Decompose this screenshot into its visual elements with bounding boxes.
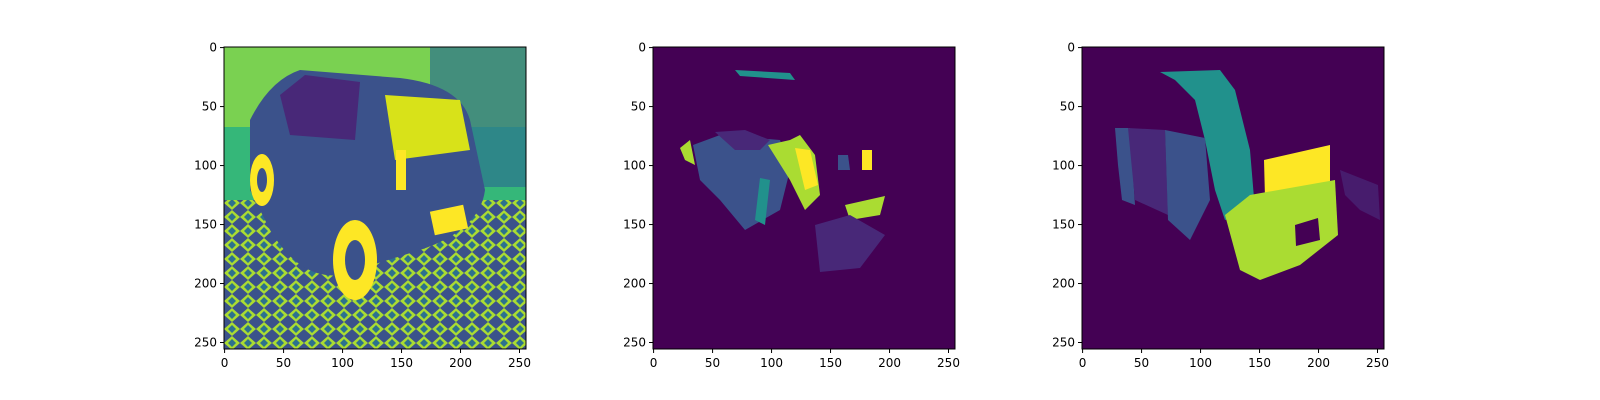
mask-region-lime-edge	[680, 140, 695, 165]
y-tick-label: 150	[1052, 218, 1075, 232]
y-tick-label: 250	[1052, 336, 1075, 350]
image-rear-window	[385, 95, 470, 160]
y-tick-label: 250	[194, 336, 217, 350]
x-tick-label: 250	[1366, 356, 1389, 370]
x-tick-label: 100	[760, 356, 783, 370]
x-tick-label: 0	[1079, 356, 1087, 370]
y-tick-label: 250	[623, 336, 646, 350]
x-tick-label: 150	[390, 356, 413, 370]
y-tick-label: 200	[194, 277, 217, 291]
x-tick-label: 150	[1248, 356, 1271, 370]
y-tick-label: 150	[194, 218, 217, 232]
mask-region-plate-hole	[1295, 218, 1320, 246]
ticks-1: 0 50 100 150 200 250 0 50 100 150 200 250	[194, 41, 531, 370]
x-tick-label: 0	[221, 356, 229, 370]
image-tail-light	[396, 150, 406, 190]
y-tick-label: 50	[631, 100, 646, 114]
y-tick-label: 100	[194, 159, 217, 173]
ticks-2: 0 50 100 150 200 250 0 50 100 150 200 250	[623, 41, 960, 370]
y-tick-label: 200	[1052, 277, 1075, 291]
x-tick-label: 150	[819, 356, 842, 370]
mask-region-teal-top	[735, 70, 795, 80]
mask-region-blue-door	[1165, 130, 1210, 240]
y-tick-label: 0	[638, 41, 646, 55]
x-tick-label: 100	[331, 356, 354, 370]
mask-region-purple-bottom	[815, 215, 885, 272]
y-tick-label: 50	[1060, 100, 1075, 114]
mask-prediction	[653, 47, 955, 349]
y-tick-label: 100	[623, 159, 646, 173]
x-tick-label: 50	[276, 356, 291, 370]
axes-frame-3	[1081, 46, 1385, 350]
mask-region-purple-door	[1128, 128, 1168, 215]
image-car-window	[280, 75, 360, 140]
panel-ground-truth: 0 50 100 150 200 250 0 50 100 150 200 250	[1052, 41, 1389, 370]
x-tick-label: 250	[937, 356, 960, 370]
x-tick-label: 50	[705, 356, 720, 370]
y-tick-label: 0	[209, 41, 217, 55]
axes-frame-1	[223, 46, 527, 350]
x-tick-label: 200	[1307, 356, 1330, 370]
panel-prediction: 0 50 100 150 200 250 0 50 100 150 200 250	[623, 41, 960, 370]
x-tick-label: 0	[650, 356, 658, 370]
x-tick-label: 200	[878, 356, 901, 370]
mask-ground-truth	[1082, 47, 1384, 349]
y-tick-label: 0	[1067, 41, 1075, 55]
y-tick-label: 200	[623, 277, 646, 291]
x-tick-label: 100	[1189, 356, 1212, 370]
mask-region-lime-right	[845, 196, 885, 220]
mask-region-teal-pillar	[1160, 70, 1255, 220]
mask-region-purple-top	[715, 130, 770, 150]
mask-region-lime-rear	[1225, 180, 1338, 280]
panel-image: 0 50 100 150 200 250 0 50 100 150 200 250	[194, 41, 531, 370]
axes-frame-2	[652, 46, 956, 350]
y-tick-label: 100	[1052, 159, 1075, 173]
mask-region-teal	[755, 178, 770, 225]
x-tick-label: 250	[508, 356, 531, 370]
y-tick-label: 150	[623, 218, 646, 232]
image-license-plate	[429, 204, 469, 236]
x-tick-label: 50	[1134, 356, 1149, 370]
mask-region-yellow-center	[795, 148, 818, 190]
y-tick-label: 50	[202, 100, 217, 114]
ticks-3: 0 50 100 150 200 250 0 50 100 150 200 250	[1052, 41, 1389, 370]
x-tick-label: 200	[449, 356, 472, 370]
mask-region-yellow-right	[862, 150, 872, 170]
mask-region-noise-right	[1340, 170, 1380, 220]
image-photo	[224, 47, 526, 349]
